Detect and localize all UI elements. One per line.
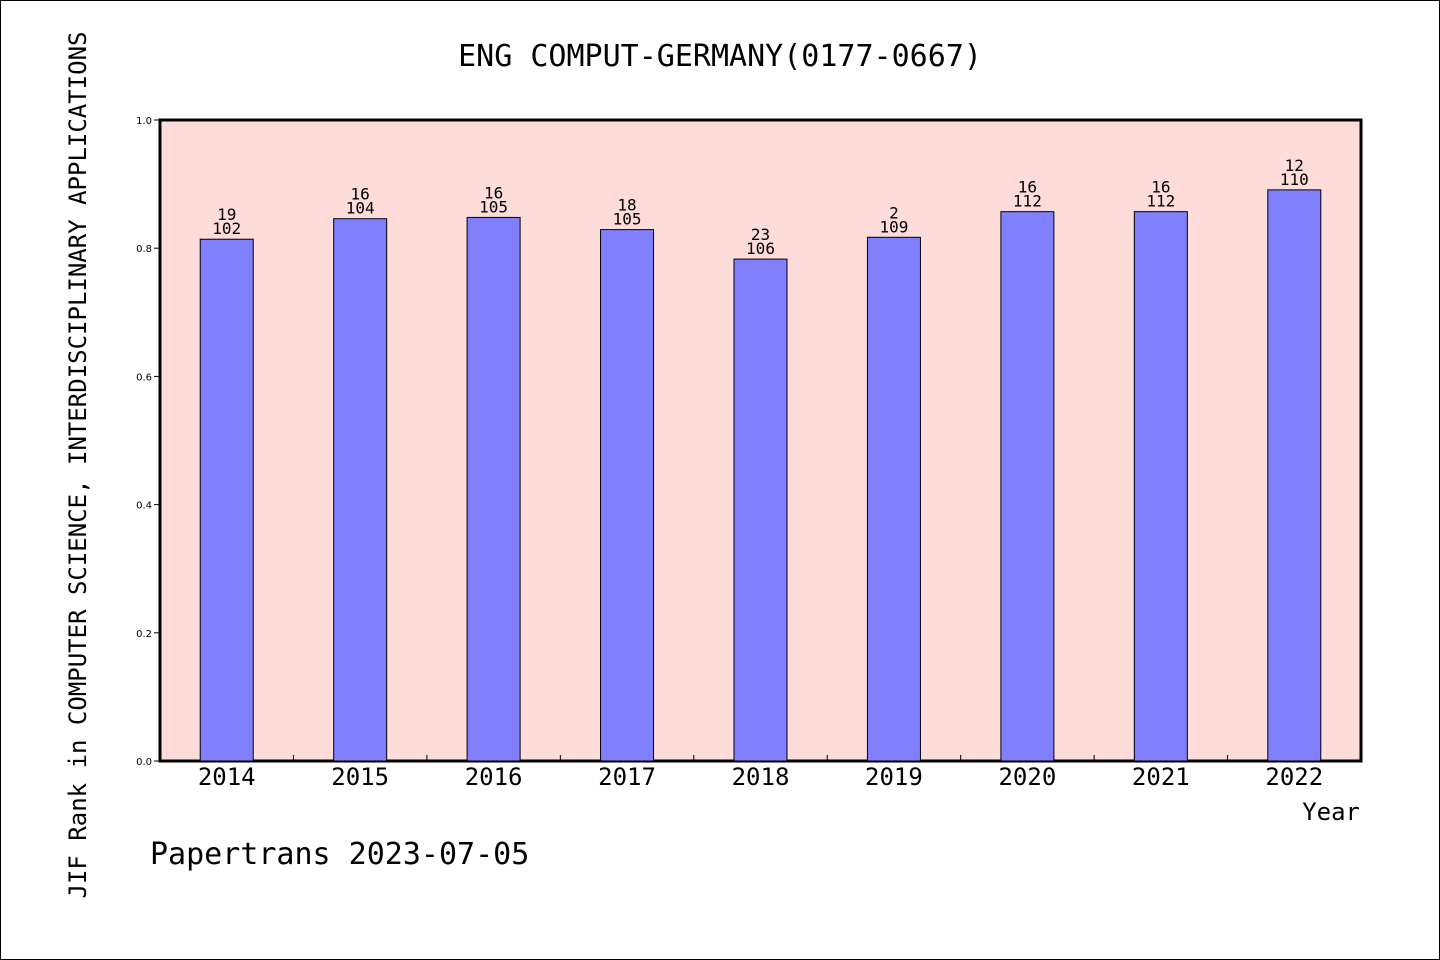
x-tick-label: 2020 <box>998 763 1056 791</box>
bar <box>866 236 921 762</box>
y-axis: 0.0 0.2 0.4 0.6 0.8 1.0 <box>136 116 160 768</box>
bar-label-top: 16 <box>1018 178 1037 197</box>
bar-label-top: 23 <box>751 225 770 244</box>
bar-label-top: 18 <box>617 196 636 215</box>
bar-label-bottom: 109 <box>879 217 908 236</box>
bar <box>1000 211 1055 762</box>
bar <box>333 218 388 762</box>
bar-label-top: 19 <box>217 205 236 224</box>
y-tick-label: 0.2 <box>136 629 152 640</box>
x-tick-label: 2015 <box>331 763 389 791</box>
x-tick-label: 2017 <box>598 763 656 791</box>
bar <box>1133 211 1188 762</box>
x-tick-label: 2014 <box>198 763 256 791</box>
bar <box>733 258 788 762</box>
bar-label-bottom: 105 <box>613 210 642 229</box>
x-axis-label: Year <box>1302 798 1360 826</box>
bar-label-bottom: 112 <box>1013 192 1042 211</box>
bar <box>1267 189 1322 762</box>
y-tick-label: 0.6 <box>136 372 152 383</box>
x-tick-label: 2022 <box>1265 763 1323 791</box>
x-tick-label: 2019 <box>865 763 923 791</box>
bar-label-top: 16 <box>484 183 503 202</box>
bar-label-bottom: 112 <box>1146 192 1175 211</box>
bar-label-top: 16 <box>351 185 370 204</box>
y-tick-label: 0.0 <box>136 757 152 768</box>
x-tick-label: 2021 <box>1132 763 1190 791</box>
bar-label-bottom: 104 <box>346 199 375 218</box>
y-axis-label: JIF Rank in COMPUTER SCIENCE, INTERDISCI… <box>64 32 92 899</box>
bar-label-top: 12 <box>1285 156 1304 175</box>
footer-text: Papertrans 2023-07-05 <box>150 837 529 872</box>
chart-title: ENG COMPUT-GERMANY(0177-0667) <box>458 39 982 74</box>
y-tick-label: 0.4 <box>136 501 152 512</box>
bar <box>199 238 254 762</box>
y-tick-label: 0.8 <box>136 244 152 255</box>
bar-label-top: 2 <box>889 203 899 222</box>
bar-label-bottom: 102 <box>212 219 241 238</box>
y-tick-label: 1.0 <box>136 116 152 127</box>
x-tick-label: 2016 <box>465 763 523 791</box>
x-tick-label: 2018 <box>732 763 790 791</box>
bar-label-bottom: 110 <box>1280 170 1309 189</box>
bar-label-bottom: 105 <box>479 197 508 216</box>
bar <box>600 229 655 762</box>
bar-label-bottom: 106 <box>746 239 775 258</box>
bar-label-top: 16 <box>1151 178 1170 197</box>
x-axis: 2014 2015 2016 2017 2018 2019 2020 2021 2022 <box>198 755 1323 791</box>
bar <box>466 216 521 762</box>
